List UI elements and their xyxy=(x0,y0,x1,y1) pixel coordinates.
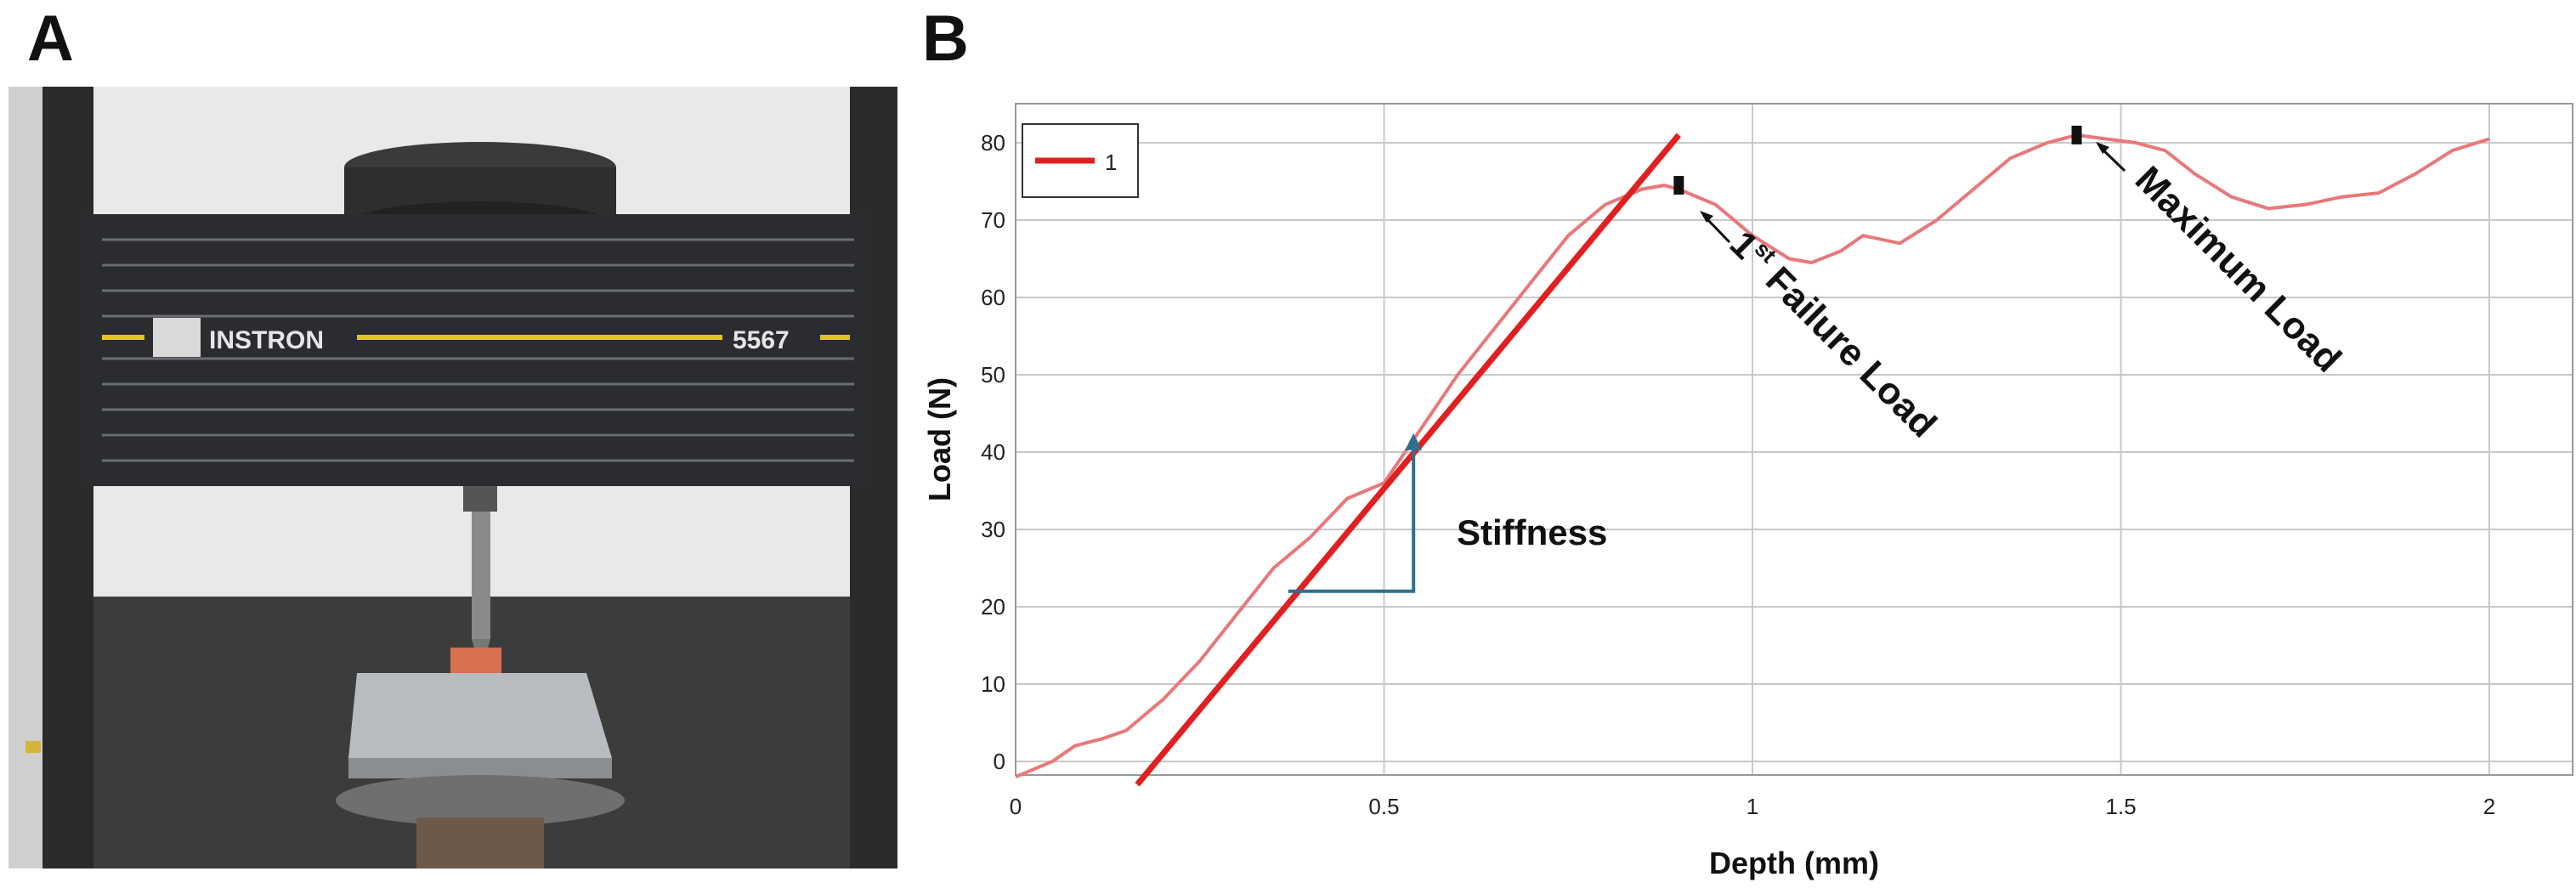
x-tick-label: 1 xyxy=(1747,794,1758,819)
ruler-left xyxy=(8,87,42,869)
marker xyxy=(2071,125,2082,144)
model-text: 5567 xyxy=(733,326,790,354)
y-tick-label: 70 xyxy=(981,207,1005,233)
stiffness-arrowhead-icon xyxy=(1405,433,1423,450)
brand-text: INSTRON xyxy=(209,326,324,354)
x-tick-label: 1.5 xyxy=(2105,794,2136,819)
y-axis-title: Load (N) xyxy=(922,377,957,501)
y-tick-label: 10 xyxy=(981,671,1005,697)
y-tick-label: 0 xyxy=(994,749,1005,774)
y-tick-labels: 0 10 20 30 40 50 60 70 80 xyxy=(981,130,1005,774)
y-tick-label: 40 xyxy=(981,439,1005,465)
legend: 1 xyxy=(1022,123,1139,198)
stiffness-fit-line xyxy=(1135,133,1681,787)
instron-logo-icon xyxy=(153,318,201,357)
panel-label-b: B xyxy=(922,3,969,75)
x-tick-labels: 0 0.5 1 1.5 2 xyxy=(1010,794,2495,819)
x-tick-label: 0.5 xyxy=(1368,794,1399,819)
y-tick-label: 30 xyxy=(981,517,1005,542)
stiffness-annotation: Stiffness xyxy=(1457,512,1607,552)
legend-label: 1 xyxy=(1105,150,1117,175)
series-1-line xyxy=(1015,133,2490,779)
grid xyxy=(1015,104,2573,775)
left-column xyxy=(42,87,93,869)
x-tick-label: 2 xyxy=(2483,794,2495,819)
arrow-icon xyxy=(2096,142,2109,154)
plot-frame xyxy=(1015,103,2573,776)
y-tick-label: 80 xyxy=(981,130,1005,156)
y-tick-label: 50 xyxy=(981,362,1005,388)
maximum-load-label: Maximum Load xyxy=(2127,158,2349,380)
testing-machine-photo: INSTRON 5567 xyxy=(8,87,897,869)
platen xyxy=(348,673,612,758)
y-tick-label: 20 xyxy=(981,594,1005,620)
crosshead xyxy=(87,214,869,486)
probe xyxy=(472,512,490,639)
x-axis-title: Depth (mm) xyxy=(1709,846,1879,880)
marker xyxy=(1673,176,1684,195)
arrow-icon xyxy=(1700,211,1713,223)
first-failure-annotation: 1st Failure Load xyxy=(1700,211,1945,445)
panel-label-a: A xyxy=(27,3,74,75)
maximum-load-annotation: Maximum Load xyxy=(2096,142,2349,381)
markers xyxy=(1673,125,2082,195)
stiffness-triangle xyxy=(1288,448,1416,593)
x-tick-label: 0 xyxy=(1010,794,1022,819)
y-tick-label: 60 xyxy=(981,285,1005,310)
